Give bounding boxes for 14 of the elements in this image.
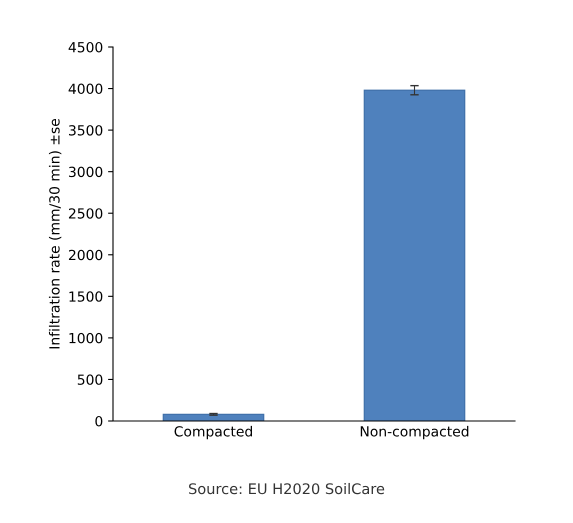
x-tick-label: Compacted [174, 426, 252, 440]
y-tick-label: 2500 [68, 208, 102, 219]
y-tick-label: 4500 [68, 42, 102, 52]
source-note: Source: EU H2020 SoilCare [189, 482, 384, 494]
y-tick-label: 3500 [68, 125, 102, 136]
y-tick-label: 3000 [68, 166, 102, 178]
y-tick-label: 1500 [69, 291, 102, 302]
y-tick-label: 2000 [68, 250, 102, 260]
y-tick-label: 4000 [68, 84, 102, 94]
y-axis-title: Infiltration rate (mm/30 min) ±se [48, 118, 62, 348]
x-tick-label: Non-compacted [360, 426, 468, 440]
y-tick-label: 1000 [69, 332, 102, 344]
y-tick-label: 0 [95, 416, 102, 426]
y-tick-label: 500 [78, 374, 102, 385]
